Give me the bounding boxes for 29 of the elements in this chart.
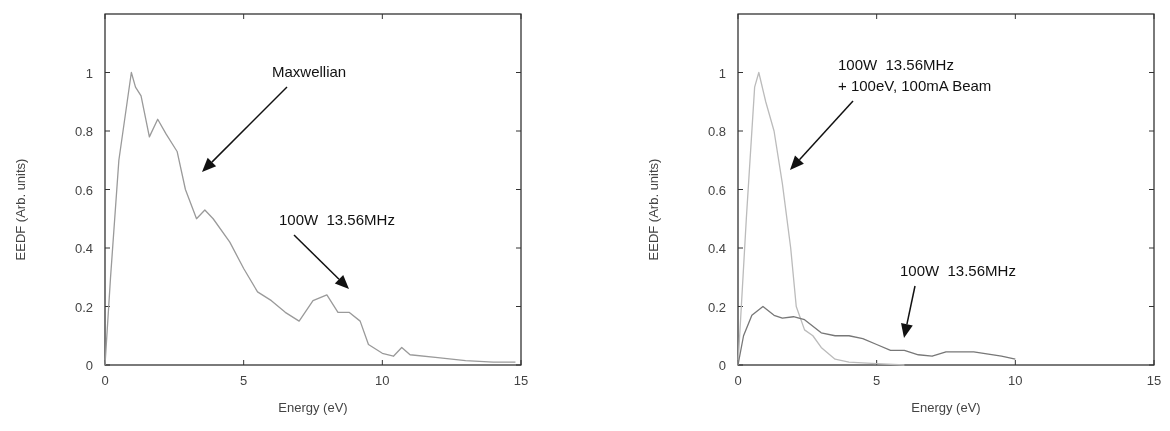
x-axis-title: Energy (eV): [278, 400, 348, 415]
y-tick-label: 0.2: [707, 299, 726, 315]
y-tick-label: 0.8: [707, 124, 726, 139]
y-tick-label: 1: [85, 65, 93, 81]
x-tick-label: 15: [513, 373, 529, 388]
x-tick-label: 0: [734, 373, 742, 388]
x-tick-label: 15: [1146, 373, 1162, 388]
annotation: 100W 13.56MHz: [900, 262, 1016, 279]
y-axis-title: EEDF (Arb. units): [13, 158, 28, 261]
annotation: 100W 13.56MHz: [279, 211, 395, 228]
y-tick-label: 0.8: [74, 124, 93, 139]
x-tick-label: 0: [101, 373, 109, 388]
y-axis-title: EEDF (Arb. units): [646, 158, 661, 261]
x-axis-title: Energy (eV): [911, 400, 981, 415]
x-tick-label: 10: [1008, 373, 1023, 388]
annotation: Maxwellian: [272, 63, 347, 80]
y-tick-label: 0.2: [74, 299, 93, 315]
y-tick-label: 0: [85, 358, 93, 373]
y-tick-label: 0.4: [707, 241, 726, 256]
y-tick-label: 0.4: [74, 241, 93, 256]
x-tick-label: 10: [375, 373, 390, 388]
y-tick-label: 0.6: [707, 182, 726, 198]
y-tick-label: 0: [718, 358, 726, 373]
y-tick-label: 0.6: [74, 182, 93, 198]
line-series: [737, 305, 1016, 366]
x-tick-label: 5: [240, 373, 248, 388]
x-tick-label: 5: [873, 373, 881, 388]
annotation: 100W 13.56MHz + 100eV, 100mA Beam: [838, 56, 992, 94]
y-tick-label: 1: [718, 65, 726, 81]
